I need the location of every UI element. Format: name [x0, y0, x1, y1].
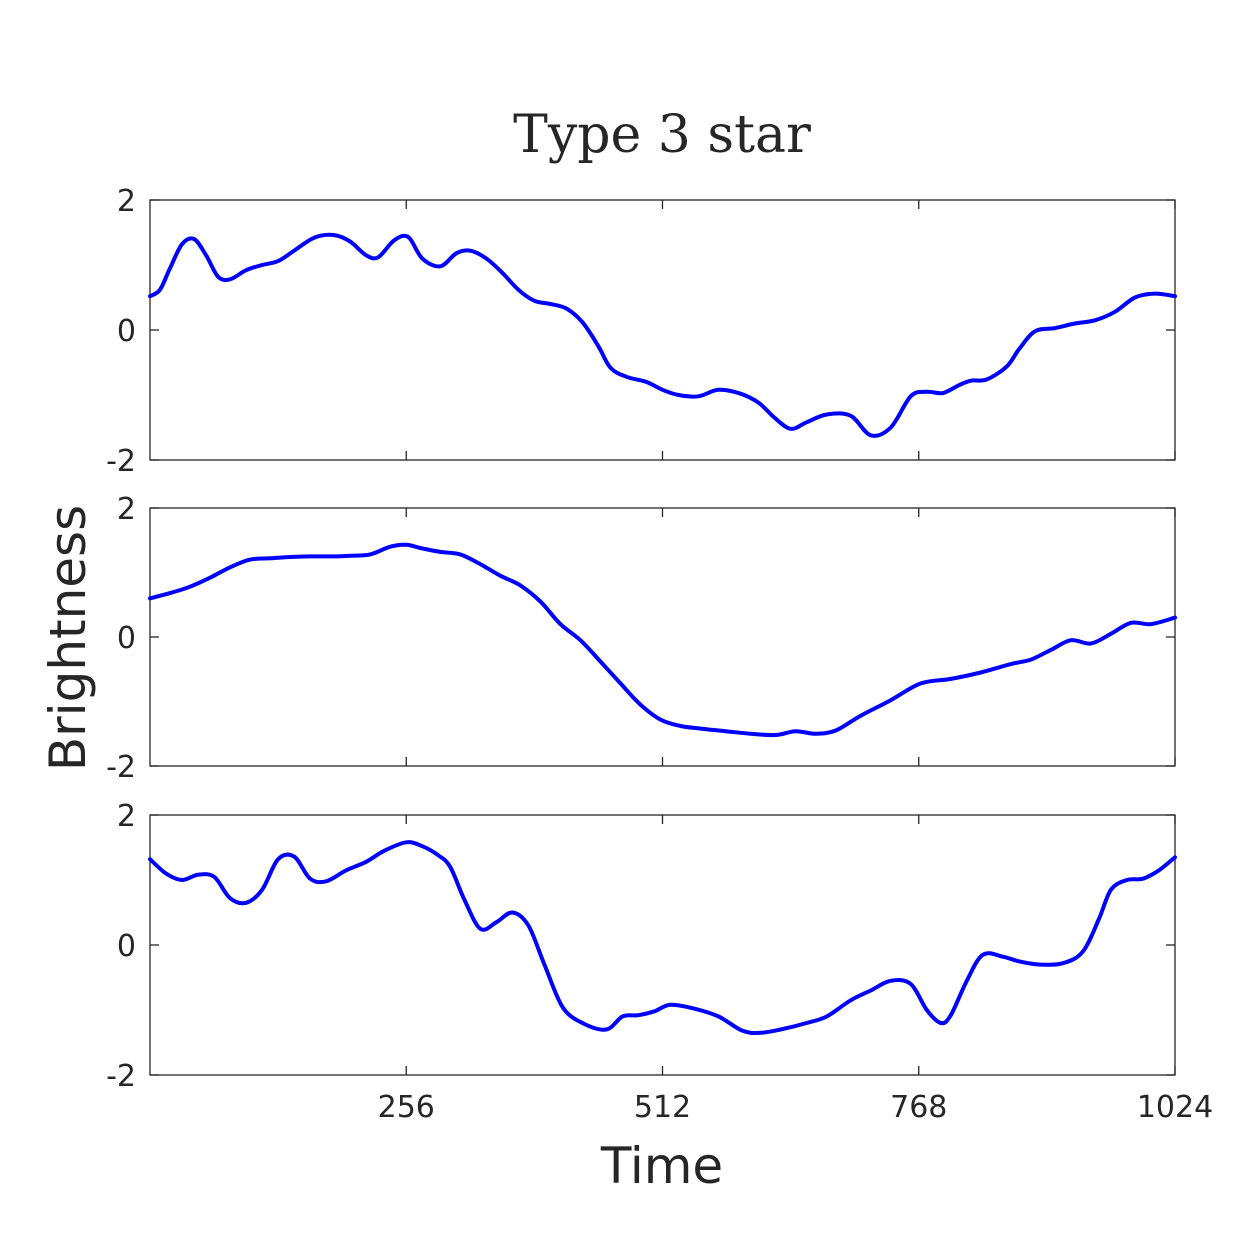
y-tick-label: 2 — [117, 184, 136, 219]
x-tick-label: 1024 — [1137, 1090, 1213, 1125]
y-tick-label: 0 — [117, 929, 136, 964]
y-tick-label: 2 — [117, 799, 136, 834]
panel-2: -2 0 2 — [106, 492, 1177, 785]
x-tick-label: 512 — [634, 1090, 691, 1125]
y-tick-label: 2 — [117, 492, 136, 527]
x-tick-label: 256 — [378, 1090, 435, 1125]
y-tick-label: 0 — [117, 314, 136, 349]
y-axis-label: Brightness — [39, 505, 97, 771]
y-tick-label: -2 — [106, 1059, 136, 1094]
panel-2-frame — [149, 507, 1176, 767]
y-tick-label: -2 — [106, 750, 136, 785]
x-axis-label: Time — [600, 1137, 723, 1195]
panel-1-series-line — [148, 232, 1177, 438]
panel-3: -2 0 2 256 512 768 1024 — [106, 799, 1213, 1125]
panels: -2 0 2 -2 0 2 -2 0 2 256 512 768 1024 — [106, 184, 1213, 1125]
panel-3-series-line — [148, 840, 1177, 1035]
panel-1-frame — [149, 199, 1176, 461]
chart-title: Type 3 star — [513, 105, 811, 165]
panel-1: -2 0 2 — [106, 184, 1177, 479]
x-tick-label: 768 — [890, 1090, 947, 1125]
y-tick-label: -2 — [106, 444, 136, 479]
panel-3-frame — [149, 814, 1176, 1076]
y-tick-label: 0 — [117, 621, 136, 656]
panel-2-series-line — [148, 542, 1177, 738]
